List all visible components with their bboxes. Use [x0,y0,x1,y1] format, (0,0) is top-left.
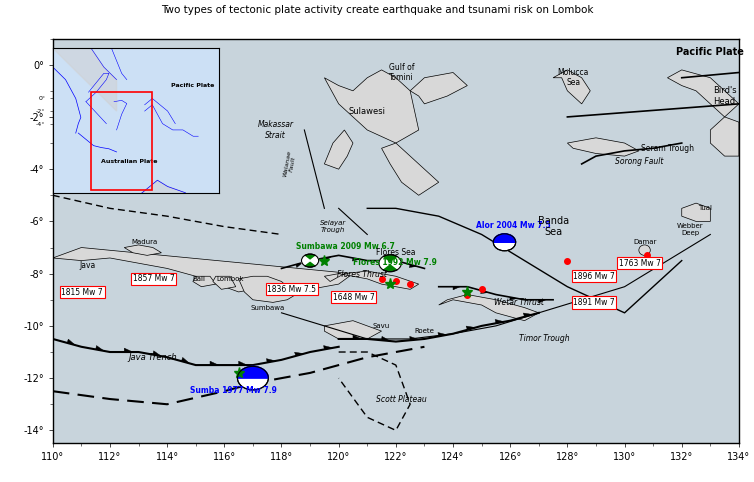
Polygon shape [266,359,276,362]
Polygon shape [324,321,382,339]
Polygon shape [353,335,362,339]
Text: Wetar Thrust: Wetar Thrust [494,298,544,307]
Text: Bird's
Head: Bird's Head [713,86,737,106]
Polygon shape [453,287,460,290]
Text: Seram Trough: Seram Trough [641,144,694,153]
Polygon shape [310,256,319,265]
Polygon shape [438,333,447,336]
Text: 1857 Mw 7: 1857 Mw 7 [133,274,175,283]
Polygon shape [382,336,390,341]
Circle shape [639,245,650,255]
Polygon shape [238,276,296,302]
Text: Flores Sea: Flores Sea [376,248,415,257]
Text: 1648 Mw 7: 1648 Mw 7 [333,293,375,302]
Text: Walanae
Fault: Walanae Fault [283,150,298,178]
Polygon shape [409,336,418,340]
Text: Pacific Plate: Pacific Plate [676,47,744,56]
Polygon shape [238,361,247,365]
Text: Tual: Tual [697,205,712,211]
Text: Sumba 1977 Mw 7.9: Sumba 1977 Mw 7.9 [190,386,277,394]
Polygon shape [480,291,489,294]
Text: Gulf of
Tomini: Gulf of Tomini [389,63,414,82]
Text: Flores 1992 Mw 7.9: Flores 1992 Mw 7.9 [353,257,437,267]
Polygon shape [379,257,390,269]
Text: 1891 Mw 7: 1891 Mw 7 [573,298,615,307]
Text: Sumbawa: Sumbawa [250,305,284,310]
Polygon shape [193,276,216,287]
Polygon shape [213,276,236,289]
Polygon shape [124,348,133,352]
Polygon shape [295,352,304,356]
Text: Roete: Roete [415,328,434,334]
Polygon shape [153,351,161,356]
Polygon shape [523,313,533,317]
Text: 1763 Mw 7: 1763 Mw 7 [619,259,661,268]
Polygon shape [493,234,516,242]
Text: Alor 2004 Mw 7.5: Alor 2004 Mw 7.5 [476,221,550,230]
Polygon shape [99,180,198,337]
Polygon shape [302,256,310,265]
Text: Scott Plateau: Scott Plateau [376,395,427,403]
Polygon shape [96,346,104,351]
Polygon shape [667,70,739,117]
Polygon shape [323,346,333,349]
Polygon shape [53,48,117,111]
Text: Lombok: Lombok [216,276,244,282]
Text: Makassar
Strait: Makassar Strait [258,120,294,140]
Polygon shape [710,117,739,156]
Polygon shape [238,366,268,378]
Ellipse shape [302,254,319,267]
Text: Australian Plate: Australian Plate [101,159,158,164]
Text: Bali: Bali [192,276,205,282]
Polygon shape [352,258,360,261]
Text: Madura: Madura [131,239,158,245]
Text: Webber
Deep: Webber Deep [677,223,703,236]
Text: Java: Java [79,261,95,270]
Polygon shape [53,248,353,297]
Text: Molucca
Sea: Molucca Sea [557,68,589,87]
Text: Savu: Savu [373,323,390,329]
Polygon shape [210,361,219,365]
Text: 1896 Mw 7: 1896 Mw 7 [573,272,615,281]
Text: Timor Trough: Timor Trough [520,335,570,344]
Polygon shape [324,257,332,261]
Polygon shape [439,295,539,321]
Bar [91,92,152,189]
Polygon shape [466,326,476,330]
Ellipse shape [379,254,401,272]
Polygon shape [510,297,517,300]
Polygon shape [324,130,353,169]
Text: Sorong Fault: Sorong Fault [615,157,663,166]
Text: Selayar
Trough: Selayar Trough [320,220,346,233]
Polygon shape [390,257,401,269]
Polygon shape [296,263,302,268]
Text: Java Trench: Java Trench [128,353,177,362]
Polygon shape [124,245,161,255]
Text: Damar: Damar [633,239,656,245]
Polygon shape [495,320,504,323]
Polygon shape [410,72,467,104]
Text: Sulawesi: Sulawesi [349,107,386,116]
Polygon shape [409,265,417,268]
Text: 1815 Mw 7: 1815 Mw 7 [61,288,103,296]
Ellipse shape [238,366,268,390]
Polygon shape [382,261,389,264]
Text: Flores Thrust: Flores Thrust [336,270,387,280]
Text: 1836 Mw 7.5: 1836 Mw 7.5 [267,285,316,294]
Polygon shape [182,358,190,363]
Polygon shape [553,70,590,104]
Polygon shape [382,143,439,195]
Ellipse shape [493,234,516,251]
Text: Pacific Plate: Pacific Plate [171,83,215,88]
Text: Banda
Sea: Banda Sea [538,216,569,238]
Text: Sumbawa 2009 Mw 6.7: Sumbawa 2009 Mw 6.7 [296,242,394,251]
Polygon shape [682,203,710,221]
Polygon shape [324,271,418,289]
Polygon shape [67,339,75,345]
Polygon shape [324,70,418,143]
Polygon shape [568,138,639,156]
Text: Two types of tectonic plate activity create earthquake and tsunami risk on Lombo: Two types of tectonic plate activity cre… [161,5,593,15]
Polygon shape [539,300,546,303]
